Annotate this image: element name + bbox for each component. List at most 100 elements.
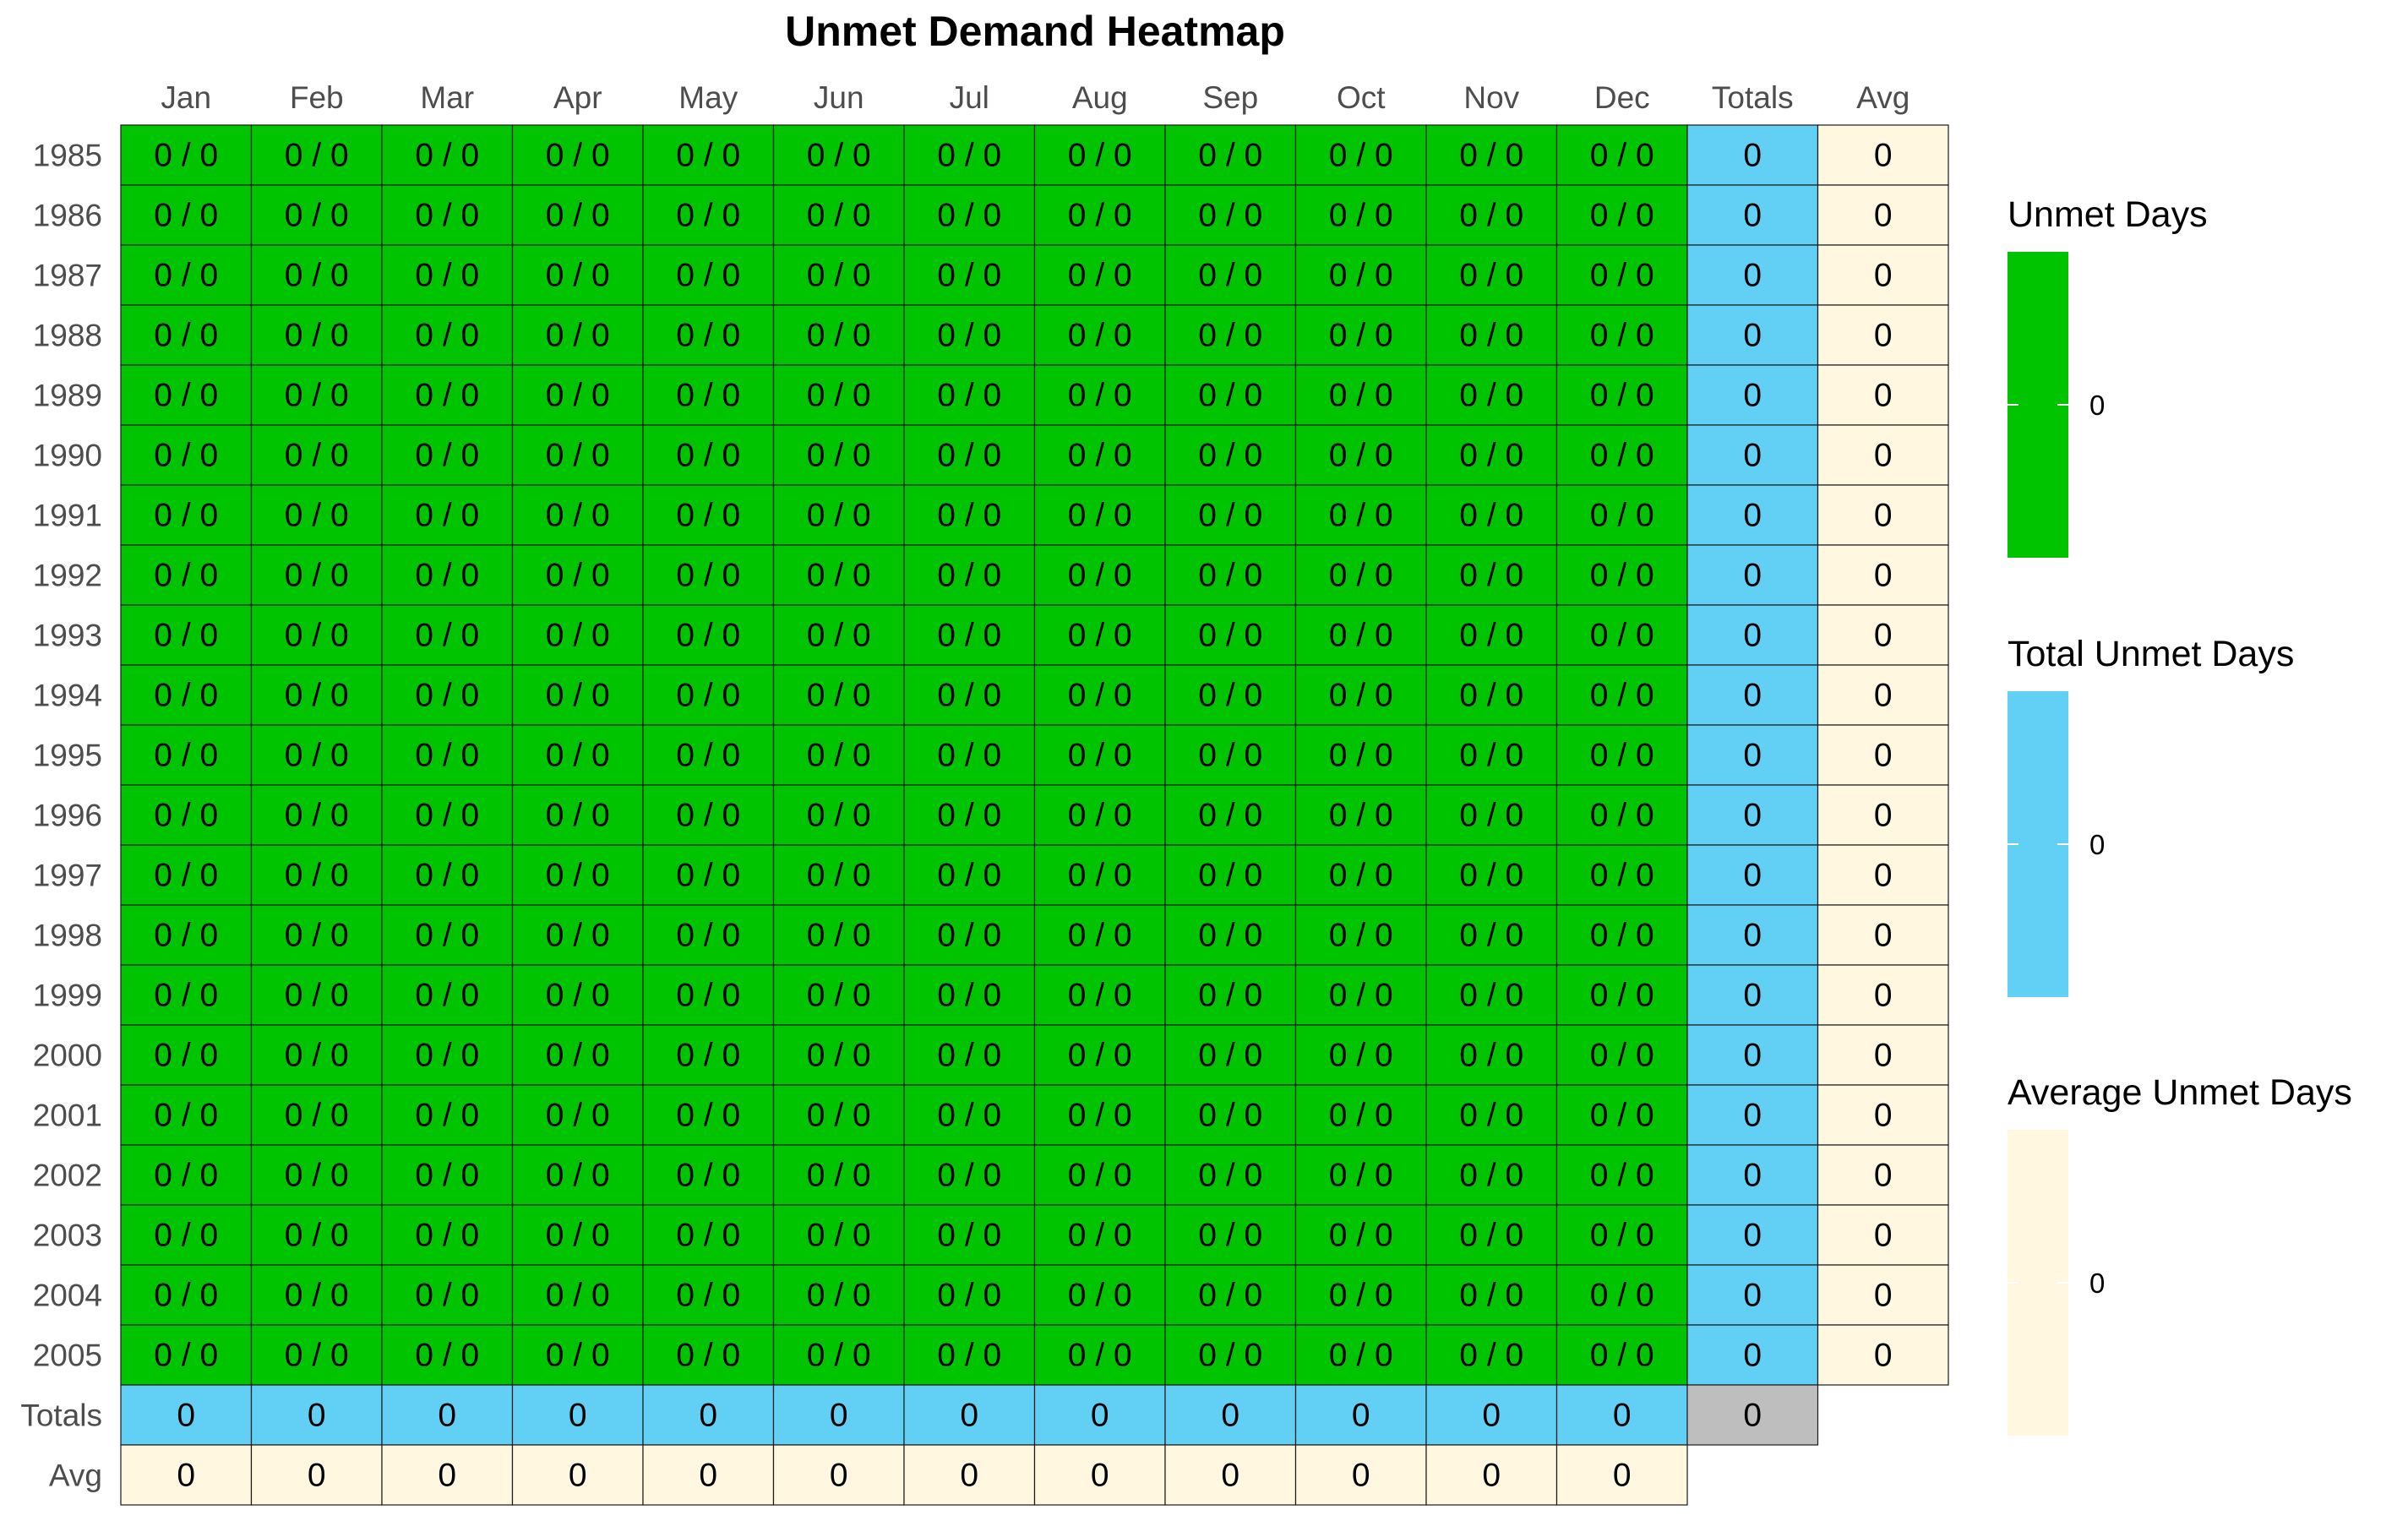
heatmap-cell-label: 0 / 0: [285, 858, 349, 894]
heatmap-cell-rect: [772, 1204, 905, 1266]
heatmap-cell-label: 0 / 0: [937, 678, 1001, 714]
heatmap-cell-label: 0 / 0: [546, 858, 610, 894]
heatmap-cell-rect: [511, 964, 644, 1026]
heatmap-cell-label: 0 / 0: [1329, 138, 1393, 174]
heatmap-cell-label: 0 / 0: [546, 978, 610, 1014]
heatmap-cell-rect: [1294, 484, 1427, 546]
row-label: 2004: [33, 1278, 102, 1313]
row-total-cell-label: 0: [1743, 1038, 1762, 1074]
heatmap-cell-label: 0 / 0: [154, 1278, 218, 1314]
col-total-cell-label: 0: [830, 1398, 848, 1434]
heatmap-cell-label: 0 / 0: [415, 618, 479, 654]
heatmap-cell-rect: [381, 544, 514, 606]
heatmap-cell-label: 0 / 0: [937, 1038, 1001, 1074]
heatmap-cell-rect: [381, 484, 514, 546]
row-avg-cell-rect: [1817, 784, 1949, 846]
heatmap-cell-rect: [250, 424, 383, 486]
heatmap-cell-label: 0 / 0: [154, 1218, 218, 1254]
heatmap-cell-rect: [772, 544, 905, 606]
heatmap-cell-rect: [1033, 124, 1166, 186]
row-avg-cell-label: 0: [1874, 918, 1893, 954]
heatmap-cell-label: 0 / 0: [154, 738, 218, 774]
heatmap-cell-label: 0 / 0: [1590, 1158, 1654, 1194]
heatmap-cell-rect: [511, 1324, 644, 1386]
heatmap-cell-rect: [1294, 1204, 1427, 1266]
heatmap-cell-label: 0 / 0: [1068, 918, 1132, 954]
heatmap-cell-rect: [1425, 184, 1558, 246]
heatmap-cell-label: 0 / 0: [546, 738, 610, 774]
column-label: Aug: [1072, 80, 1128, 115]
heatmap-cell-label: 0 / 0: [1459, 1098, 1523, 1134]
heatmap-cell-label: 0 / 0: [1068, 318, 1132, 354]
heatmap-cell-rect: [1555, 1204, 1688, 1266]
heatmap-cell-label: 0 / 0: [415, 858, 479, 894]
col-avg-cell-label: 0: [569, 1458, 587, 1494]
heatmap-cell-rect: [1555, 604, 1688, 666]
heatmap-cell-label: 0 / 0: [1459, 1158, 1523, 1194]
chart-title: Unmet Demand Heatmap: [785, 8, 1285, 55]
heatmap-cell-rect: [250, 364, 383, 426]
heatmap-cell-label: 0 / 0: [807, 1038, 871, 1074]
heatmap-cell-label: 0 / 0: [1590, 198, 1654, 234]
heatmap-cell-rect: [1033, 1024, 1166, 1086]
heatmap-cell-label: 0 / 0: [1329, 1098, 1393, 1134]
heatmap-cell-rect: [1425, 1264, 1558, 1326]
heatmap-cell-label: 0 / 0: [546, 1338, 610, 1374]
heatmap-cell-rect: [642, 184, 775, 246]
row-label: 1992: [33, 559, 102, 593]
heatmap-cell-label: 0 / 0: [937, 198, 1001, 234]
heatmap-cell-rect: [903, 1084, 1036, 1146]
heatmap-cell-rect: [120, 1144, 253, 1206]
heatmap-cell-label: 0 / 0: [1198, 1038, 1262, 1074]
heatmap-cell-rect: [1294, 1024, 1427, 1086]
column-label: Oct: [1337, 80, 1386, 115]
heatmap-cell-rect: [250, 1204, 383, 1266]
heatmap-cell-label: 0 / 0: [937, 1218, 1001, 1254]
heatmap-cell-label: 0 / 0: [937, 438, 1001, 474]
heatmap-cell-rect: [120, 544, 253, 606]
heatmap-cell-label: 0 / 0: [1590, 618, 1654, 654]
heatmap-cell-rect: [642, 1204, 775, 1266]
heatmap-cell-rect: [1164, 724, 1297, 786]
row-total-cell-rect: [1686, 904, 1819, 966]
column-label: Jul: [950, 80, 989, 115]
heatmap-cell-label: 0 / 0: [546, 198, 610, 234]
heatmap-cell-label: 0 / 0: [1198, 498, 1262, 534]
row-avg-cell-rect: [1817, 304, 1949, 366]
col-total-cell-rect: [1033, 1384, 1166, 1446]
heatmap-cell-label: 0 / 0: [285, 1278, 349, 1314]
heatmap-cell-label: 0 / 0: [676, 618, 740, 654]
heatmap-cell-rect: [772, 964, 905, 1026]
heatmap-cell-label: 0 / 0: [807, 1218, 871, 1254]
heatmap-cell-rect: [1164, 484, 1297, 546]
heatmap-cell-label: 0 / 0: [676, 138, 740, 174]
heatmap-cell-label: 0 / 0: [1329, 618, 1393, 654]
heatmap-cell-label: 0 / 0: [154, 258, 218, 294]
heatmap-cell-rect: [250, 1084, 383, 1146]
heatmap-cell-rect: [250, 304, 383, 366]
heatmap-cell-label: 0 / 0: [285, 258, 349, 294]
heatmap-cell-rect: [511, 784, 644, 846]
heatmap-cell-label: 0 / 0: [1459, 858, 1523, 894]
heatmap-cell-rect: [1425, 544, 1558, 606]
heatmap-cell-rect: [772, 484, 905, 546]
row-avg-cell-label: 0: [1874, 438, 1893, 474]
row-avg-cell-rect: [1817, 484, 1949, 546]
heatmap-cell-label: 0 / 0: [807, 1278, 871, 1314]
heatmap-cell-label: 0 / 0: [1329, 1158, 1393, 1194]
row-total-cell-label: 0: [1743, 198, 1762, 234]
heatmap-cell-label: 0 / 0: [1459, 318, 1523, 354]
heatmap-cell-rect: [381, 604, 514, 666]
heatmap-cell-label: 0 / 0: [937, 1278, 1001, 1314]
heatmap-cell-rect: [1294, 724, 1427, 786]
heatmap-cell-label: 0 / 0: [937, 498, 1001, 534]
heatmap-cell-rect: [1294, 424, 1427, 486]
row-label: 2000: [33, 1039, 102, 1073]
row-label: Totals: [20, 1398, 102, 1433]
row-avg-cell-label: 0: [1874, 558, 1893, 594]
heatmap-cell-rect: [511, 844, 644, 906]
col-total-cell-rect: [511, 1384, 644, 1446]
row-avg-cell-label: 0: [1874, 258, 1893, 294]
heatmap-cell-rect: [120, 304, 253, 366]
heatmap-cell-rect: [250, 1324, 383, 1386]
